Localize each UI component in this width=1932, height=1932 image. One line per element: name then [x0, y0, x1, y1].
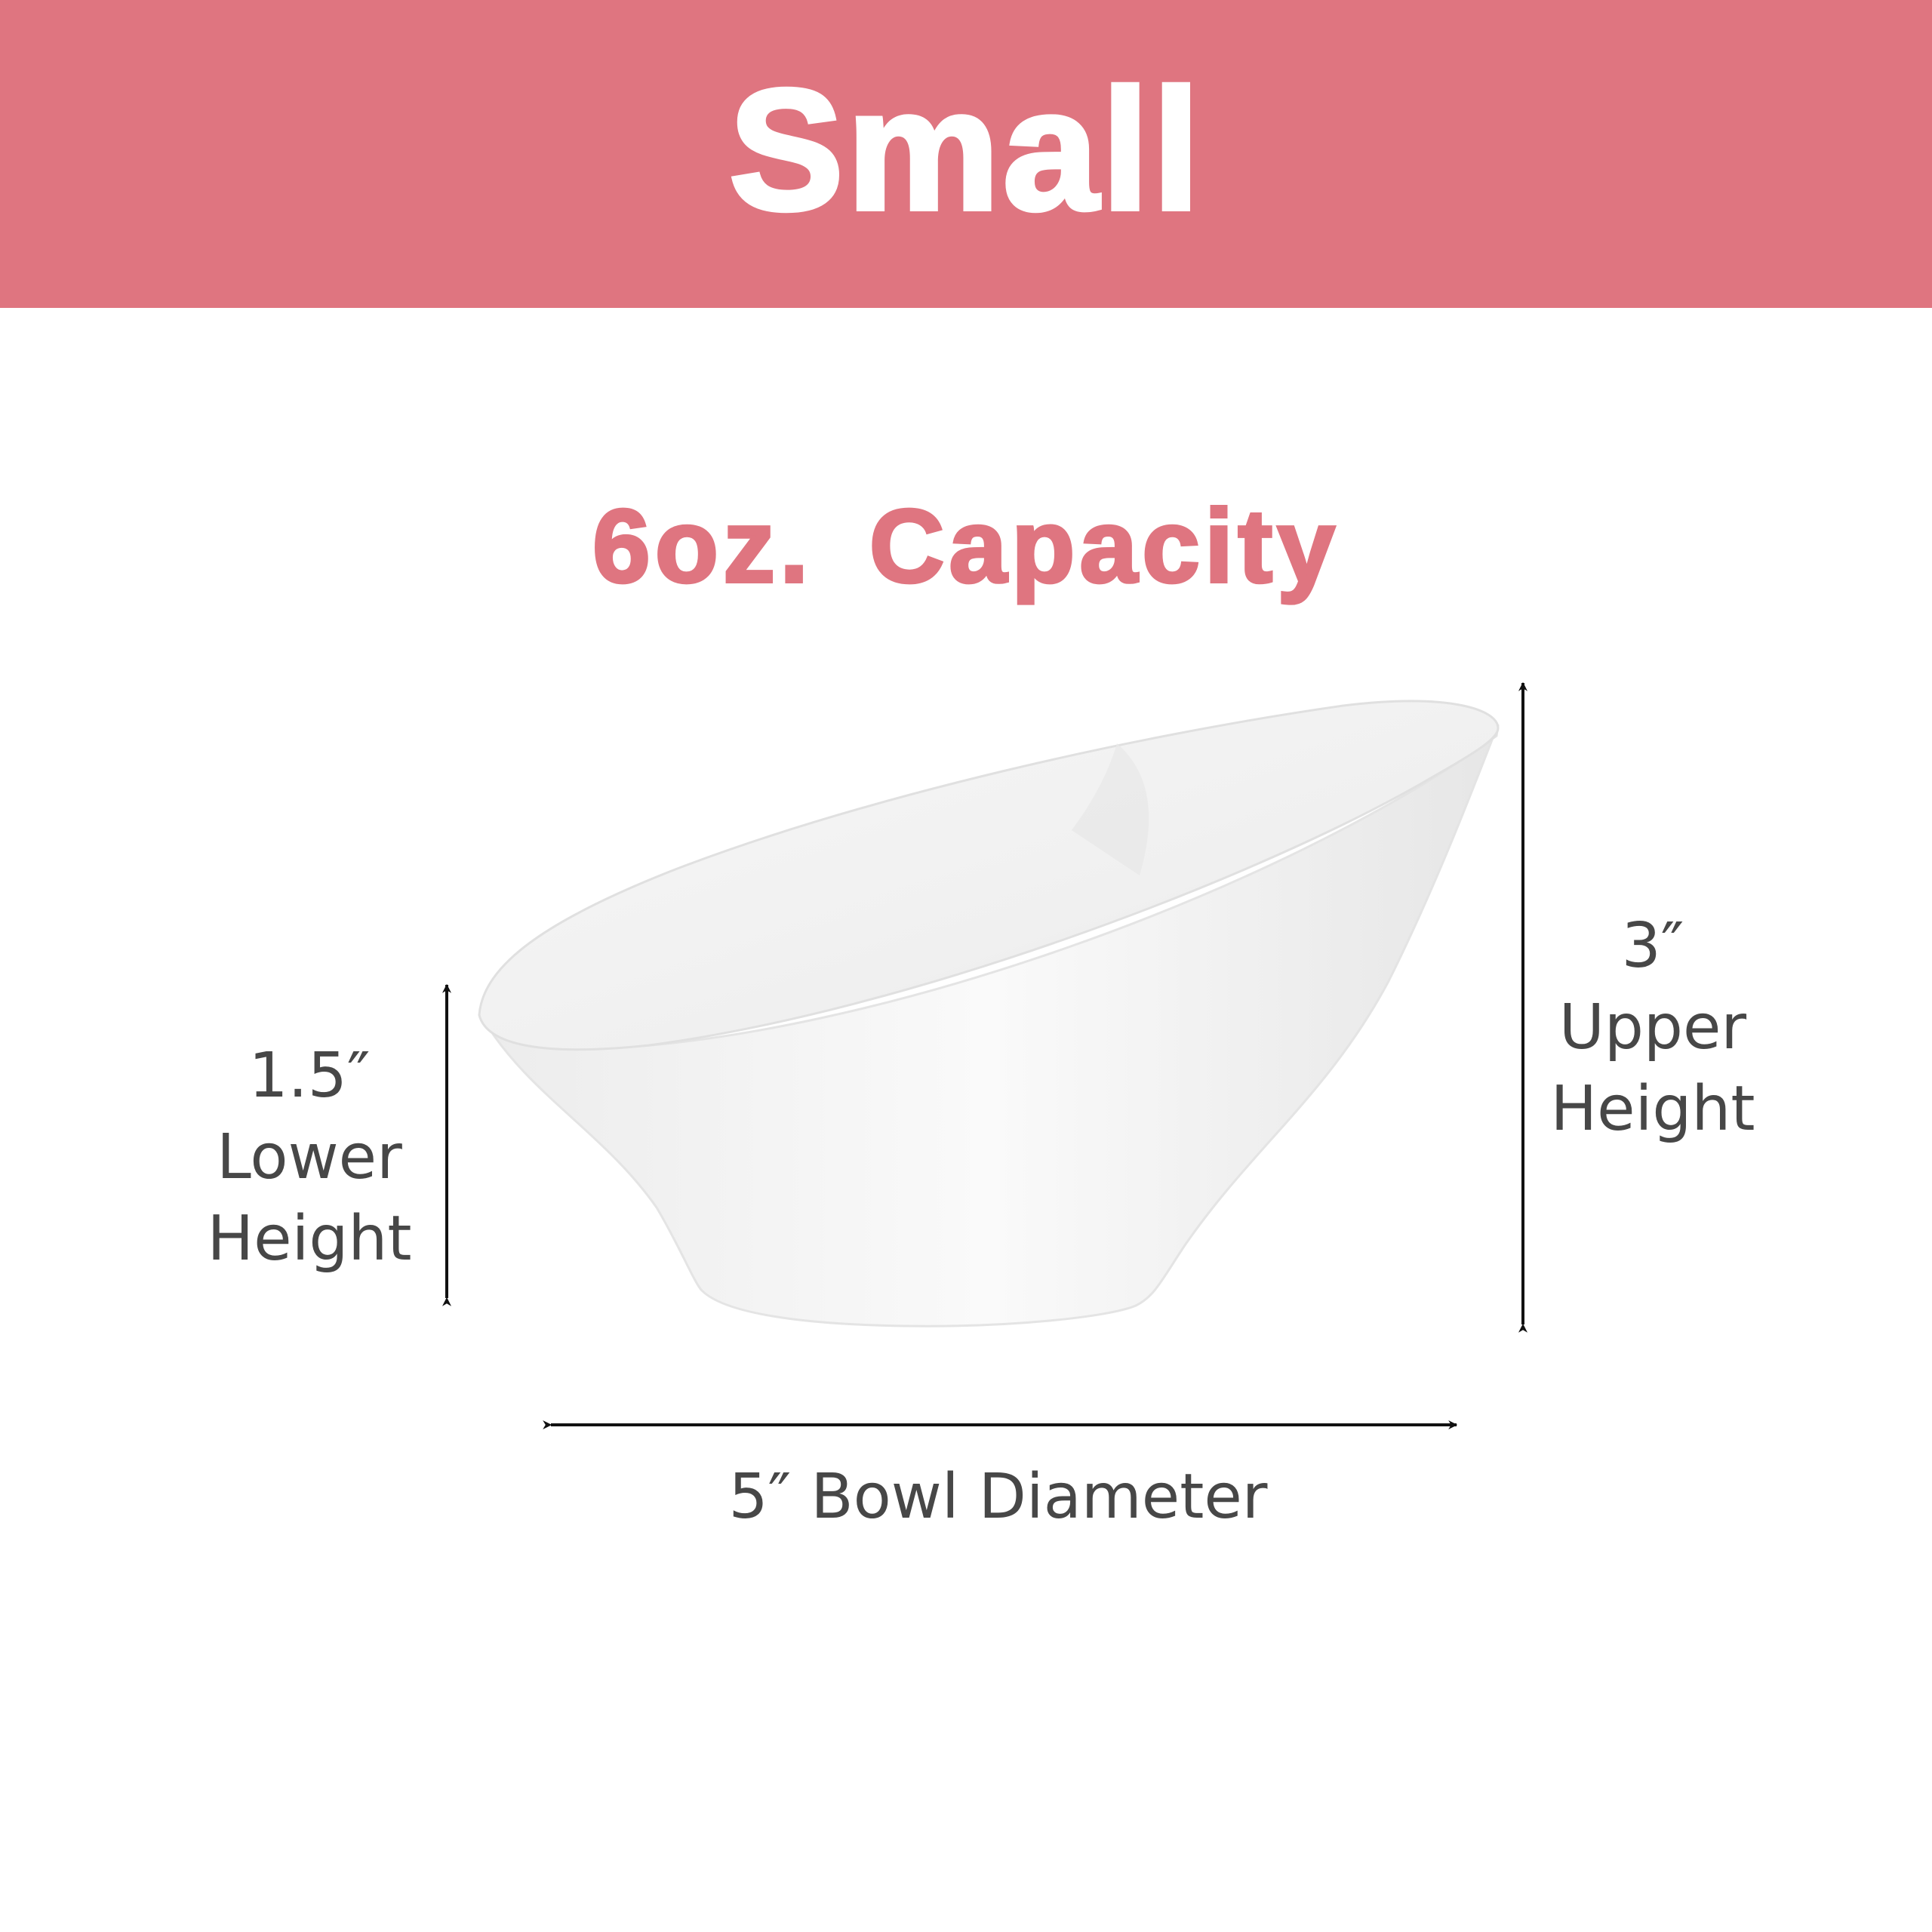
upper-height-line1: Upper — [1558, 992, 1747, 1063]
upper-height-label: 3″ Upper Height — [1509, 906, 1796, 1150]
lower-height-label: 1.5″ Lower Height — [166, 1035, 453, 1280]
bowl-body — [481, 724, 1500, 1327]
upper-height-line2: Height — [1550, 1073, 1755, 1145]
bowl-opening — [478, 700, 1500, 1051]
capacity-heading: 6oz. Capacity — [591, 488, 1340, 605]
lower-height-value: 1.5″ — [248, 1040, 371, 1112]
header-banner: Small — [0, 0, 1932, 308]
size-title: Small — [727, 54, 1204, 246]
lower-height-line1: Lower — [217, 1121, 402, 1193]
upper-height-value: 3″ — [1621, 910, 1684, 982]
lower-height-line2: Height — [207, 1203, 412, 1275]
diameter-label: 5″ Bowl Diameter — [728, 1461, 1268, 1533]
